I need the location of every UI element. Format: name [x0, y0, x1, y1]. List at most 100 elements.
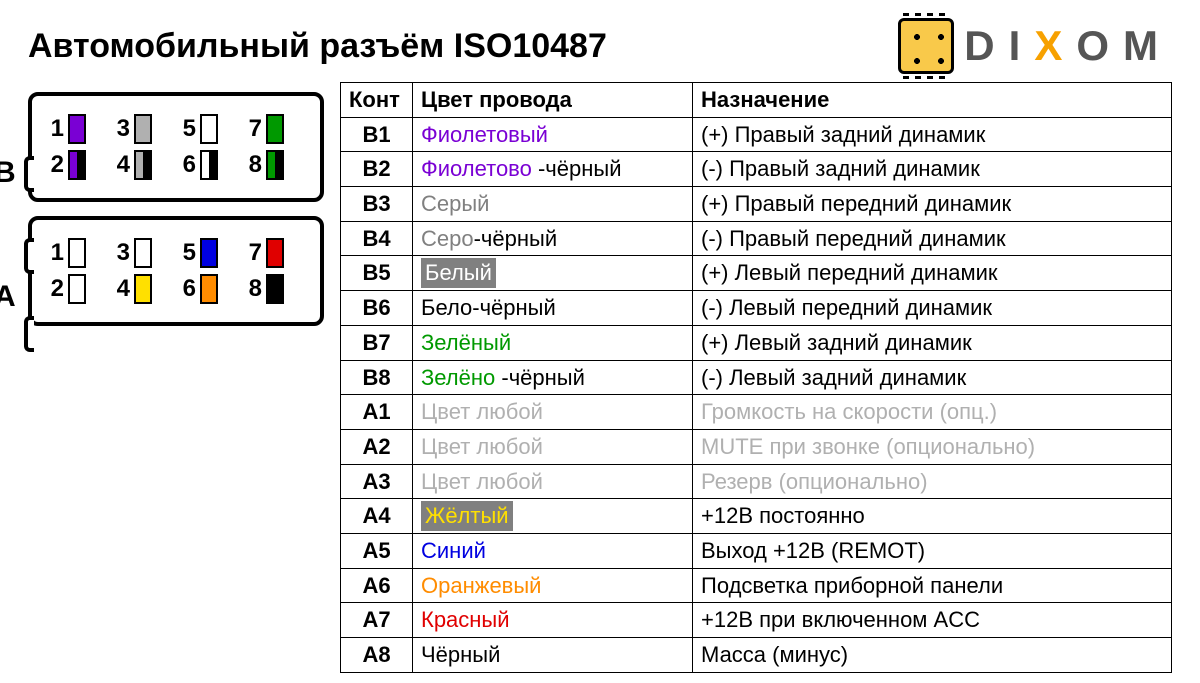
pin-number: 3	[114, 239, 130, 267]
table-header-row: Конт Цвет провода Назначение	[341, 83, 1172, 118]
cell-color: Оранжевый	[413, 568, 693, 603]
connector-block-label: A	[0, 280, 16, 314]
table-row: A7Красный+12В при включенном ACC	[341, 603, 1172, 638]
cell-pin: B6	[341, 291, 413, 326]
pin-box	[266, 238, 284, 268]
table-row: B6Бело-чёрный(-) Левый передний динамик	[341, 291, 1172, 326]
cell-func: (+) Левый задний динамик	[693, 325, 1172, 360]
table-row: A8ЧёрныйМасса (минус)	[341, 638, 1172, 673]
pin-box	[68, 274, 86, 304]
connector-notch	[24, 316, 34, 352]
pin-row: 2 4 6 8	[44, 150, 308, 180]
logo-letter: X	[1034, 22, 1076, 69]
logo-letter: M	[1123, 22, 1172, 69]
pin-cell: 5	[180, 114, 238, 144]
cell-color: Серо-чёрный	[413, 221, 693, 256]
pin-number: 1	[48, 239, 64, 267]
pinout-table: Конт Цвет провода Назначение B1Фиолетовы…	[340, 82, 1172, 673]
cell-color: Серый	[413, 187, 693, 222]
pin-cell: 3	[114, 114, 172, 144]
pin-box	[266, 150, 284, 180]
cell-pin: A3	[341, 464, 413, 499]
pin-cell: 4	[114, 150, 172, 180]
table-row: B7Зелёный(+) Левый задний динамик	[341, 325, 1172, 360]
cell-func: (-) Правый передний динамик	[693, 221, 1172, 256]
cell-pin: B2	[341, 152, 413, 187]
pin-number: 7	[246, 115, 262, 143]
pin-box	[134, 114, 152, 144]
pin-cell: 5	[180, 238, 238, 268]
table-row: A6ОранжевыйПодсветка приборной панели	[341, 568, 1172, 603]
cell-color: Фиолетово -чёрный	[413, 152, 693, 187]
table-row: B3Серый(+) Правый передний динамик	[341, 187, 1172, 222]
pin-number: 5	[180, 115, 196, 143]
pin-number: 8	[246, 151, 262, 179]
pin-cell: 7	[246, 238, 304, 268]
chip-icon	[898, 18, 954, 74]
cell-color: Цвет любой	[413, 395, 693, 430]
pin-number: 6	[180, 275, 196, 303]
connector-block: 1 3 5 7 2 4 6 8	[28, 216, 324, 326]
cell-color: Цвет любой	[413, 429, 693, 464]
pin-number: 5	[180, 239, 196, 267]
pin-number: 4	[114, 151, 130, 179]
pin-row: 1 3 5 7	[44, 114, 308, 144]
table-row: B4Серо-чёрный(-) Правый передний динамик	[341, 221, 1172, 256]
connector-block: 1 3 5 7 2 4 6 8	[28, 92, 324, 202]
cell-pin: B3	[341, 187, 413, 222]
table-row: A2Цвет любойMUTE при звонке (опционально…	[341, 429, 1172, 464]
pin-cell: 2	[48, 274, 106, 304]
cell-color: Чёрный	[413, 638, 693, 673]
logo-text: DIXOM	[964, 22, 1172, 70]
page-title: Автомобильный разъём ISO10487	[28, 27, 607, 66]
pin-box	[200, 238, 218, 268]
col-func: Назначение	[693, 83, 1172, 118]
pin-cell: 7	[246, 114, 304, 144]
cell-func: +12В постоянно	[693, 499, 1172, 534]
logo: DIXOM	[898, 18, 1172, 74]
table-row: B8Зелёно -чёрный(-) Левый задний динамик	[341, 360, 1172, 395]
cell-func: (-) Левый передний динамик	[693, 291, 1172, 326]
pin-number: 4	[114, 275, 130, 303]
cell-func: (-) Правый задний динамик	[693, 152, 1172, 187]
pin-number: 6	[180, 151, 196, 179]
connector-notch	[24, 238, 34, 274]
pin-number: 2	[48, 151, 64, 179]
logo-letter: O	[1076, 22, 1123, 69]
connector-diagram: B13572468A13572468	[28, 92, 324, 340]
cell-func: (+) Правый задний динамик	[693, 117, 1172, 152]
cell-color: Красный	[413, 603, 693, 638]
table-row: A4Жёлтый+12В постоянно	[341, 499, 1172, 534]
cell-pin: A1	[341, 395, 413, 430]
table-row: B1Фиолетовый(+) Правый задний динамик	[341, 117, 1172, 152]
pin-cell: 1	[48, 114, 106, 144]
table-row: A3Цвет любойРезерв (опционально)	[341, 464, 1172, 499]
table-row: A5СинийВыход +12В (REMOT)	[341, 533, 1172, 568]
pin-number: 3	[114, 115, 130, 143]
pin-number: 1	[48, 115, 64, 143]
cell-color: Синий	[413, 533, 693, 568]
pin-box	[134, 238, 152, 268]
connector-notch	[24, 156, 34, 192]
pin-box	[266, 114, 284, 144]
cell-func: (-) Левый задний динамик	[693, 360, 1172, 395]
cell-pin: B1	[341, 117, 413, 152]
pin-cell: 1	[48, 238, 106, 268]
cell-pin: A8	[341, 638, 413, 673]
col-color: Цвет провода	[413, 83, 693, 118]
cell-pin: B5	[341, 256, 413, 291]
table-row: A1Цвет любойГромкость на скорости (опц.)	[341, 395, 1172, 430]
cell-func: MUTE при звонке (опционально)	[693, 429, 1172, 464]
cell-color: Зелёный	[413, 325, 693, 360]
cell-pin: A6	[341, 568, 413, 603]
cell-func: Резерв (опционально)	[693, 464, 1172, 499]
pin-cell: 8	[246, 274, 304, 304]
pin-box	[134, 150, 152, 180]
cell-pin: A5	[341, 533, 413, 568]
pin-number: 2	[48, 275, 64, 303]
content: B13572468A13572468 Конт Цвет провода Наз…	[0, 82, 1200, 683]
table-row: B2Фиолетово -чёрный(-) Правый задний дин…	[341, 152, 1172, 187]
pin-row: 2 4 6 8	[44, 274, 308, 304]
cell-func: Подсветка приборной панели	[693, 568, 1172, 603]
cell-pin: A2	[341, 429, 413, 464]
